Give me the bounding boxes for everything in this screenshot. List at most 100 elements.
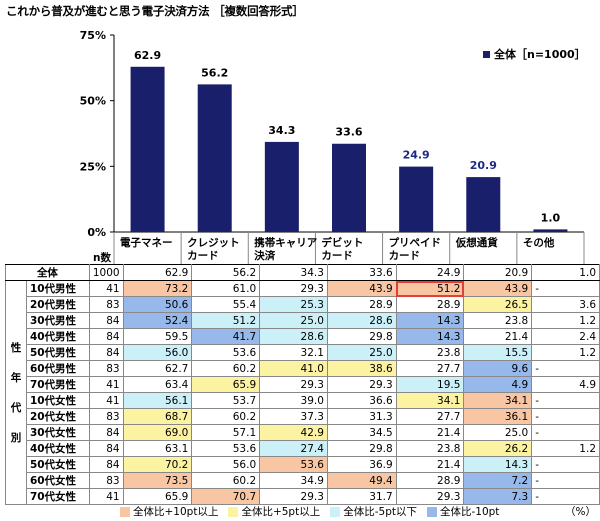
value-cell: 28.6 [259, 328, 328, 345]
data-label: 20.9 [470, 159, 497, 172]
value-cell: 29.3 [259, 280, 328, 297]
n-cell: 84 [88, 456, 124, 473]
value-cell: 56.2 [191, 264, 261, 281]
value-cell: 25.0 [463, 424, 533, 441]
color-key: 全体比+10pt以上 全体比+5pt以上 全体比-5pt以下 全体比-10pt [120, 504, 499, 519]
value-cell: 43.9 [463, 280, 533, 297]
bar [264, 141, 299, 232]
unit-label: （%） [565, 506, 596, 518]
data-label: 24.9 [403, 149, 430, 162]
row-label: 10代女性 [25, 392, 90, 409]
value-cell: 42.9 [259, 424, 328, 441]
value-cell: 29.8 [326, 440, 397, 457]
row-label: 30代女性 [25, 424, 90, 441]
value-cell: - [531, 360, 600, 377]
row-label: 70代男性 [25, 376, 90, 393]
value-cell: 1.2 [531, 440, 600, 457]
value-cell: 27.7 [395, 408, 465, 425]
value-cell: - [531, 472, 600, 489]
row-label: 60代男性 [25, 360, 90, 377]
value-cell: 21.4 [463, 328, 533, 345]
table-row-total: 全体 1000 62.9 56.2 34.3 33.6 24.9 20.9 1.0 [5, 264, 600, 281]
n-cell: 41 [88, 376, 124, 393]
group-label: 性年代別 [5, 280, 27, 505]
value-cell: 1.2 [531, 344, 600, 361]
value-cell: 36.9 [326, 456, 397, 473]
row-label: 50代女性 [25, 456, 90, 473]
table-row: 40代女性 84 63.1 53.6 27.4 29.8 23.8 26.2 1.2 [6, 440, 600, 457]
value-cell: 34.1 [463, 392, 533, 409]
bar [130, 66, 165, 232]
value-cell: 68.7 [122, 408, 193, 425]
value-cell: 27.7 [395, 360, 465, 377]
key-label: 全体比+10pt以上 [133, 506, 219, 518]
value-cell: - [531, 408, 600, 425]
key-item: 全体比+10pt以上 [120, 504, 218, 519]
category-label: クレジット [187, 237, 240, 249]
value-cell: 20.9 [463, 264, 533, 281]
value-cell: 52.4 [122, 312, 193, 329]
value-cell: - [531, 280, 600, 297]
value-cell: 51.2 [395, 280, 465, 297]
table-row: 40代男性 84 59.5 41.7 28.6 29.8 14.3 21.4 2.4 [6, 328, 600, 345]
bar [197, 84, 232, 232]
n-cell: 84 [88, 312, 124, 329]
value-cell: 53.7 [191, 392, 261, 409]
value-cell: 34.1 [395, 392, 465, 409]
value-cell: 29.3 [259, 376, 328, 393]
table-row: 20代女性 83 68.7 60.2 37.3 31.3 27.7 36.1- [6, 408, 600, 425]
data-table: 全体 1000 62.9 56.2 34.3 33.6 24.9 20.9 1.0 性年代別 10代… [5, 264, 600, 505]
value-cell: 59.5 [122, 328, 193, 345]
value-cell: 41.7 [191, 328, 261, 345]
key-label: 全体比-5pt以下 [343, 506, 417, 518]
category-label: カード [389, 250, 421, 262]
value-cell: 31.7 [326, 488, 397, 505]
row-label: 全体 [5, 264, 90, 281]
value-cell: 69.0 [122, 424, 193, 441]
value-cell: 28.6 [326, 312, 397, 329]
bar [399, 166, 434, 232]
value-cell: 43.9 [326, 280, 397, 297]
value-cell: 21.4 [395, 456, 465, 473]
value-cell: 28.9 [395, 472, 465, 489]
legend-label: 全体［n=1000］ [494, 48, 586, 61]
value-cell: 53.6 [191, 344, 261, 361]
value-cell: 50.6 [122, 296, 193, 313]
table-row: 70代男性 41 63.4 65.9 29.3 29.3 19.5 4.9 4.9 [6, 376, 600, 393]
value-cell: 21.4 [395, 424, 465, 441]
table-row: 30代女性 84 69.0 57.1 42.9 34.5 21.4 25.0- [6, 424, 600, 441]
value-cell: 73.5 [122, 472, 193, 489]
value-cell: 56.0 [122, 344, 193, 361]
value-cell: 60.2 [191, 472, 261, 489]
key-swatch [228, 506, 239, 517]
category-label: 決済 [254, 249, 275, 262]
value-cell: 14.3 [463, 456, 533, 473]
row-label: 30代男性 [25, 312, 90, 329]
value-cell: 65.9 [191, 376, 261, 393]
value-cell: 60.2 [191, 360, 261, 377]
key-item: 全体比+5pt以上 [228, 504, 320, 519]
table-row: 性年代別 10代男性 41 73.2 61.0 29.3 43.9 51.2 43.9- [5, 280, 600, 505]
n-cell: 84 [88, 424, 124, 441]
value-cell: 29.3 [395, 488, 465, 505]
value-cell: 38.6 [326, 360, 397, 377]
row-label: 40代男性 [25, 328, 90, 345]
value-cell: 51.2 [191, 312, 261, 329]
category-label: カード [321, 250, 353, 262]
value-cell: 29.3 [259, 488, 328, 505]
row-label: 40代女性 [25, 440, 90, 457]
value-cell: 70.2 [122, 456, 193, 473]
value-cell: - [531, 424, 600, 441]
value-cell: 4.9 [463, 376, 533, 393]
key-swatch [426, 506, 437, 517]
table-row: 70代女性 41 65.9 70.7 29.3 31.7 29.3 7.3- [6, 488, 600, 505]
value-cell: 56.0 [191, 456, 261, 473]
value-cell: 33.6 [326, 264, 397, 281]
n-cell: 41 [88, 280, 124, 297]
category-label: デビット [321, 236, 363, 249]
value-cell: 29.8 [326, 328, 397, 345]
value-cell: 2.4 [531, 328, 600, 345]
key-label: 全体比-10pt [439, 506, 500, 518]
value-cell: 31.3 [326, 408, 397, 425]
